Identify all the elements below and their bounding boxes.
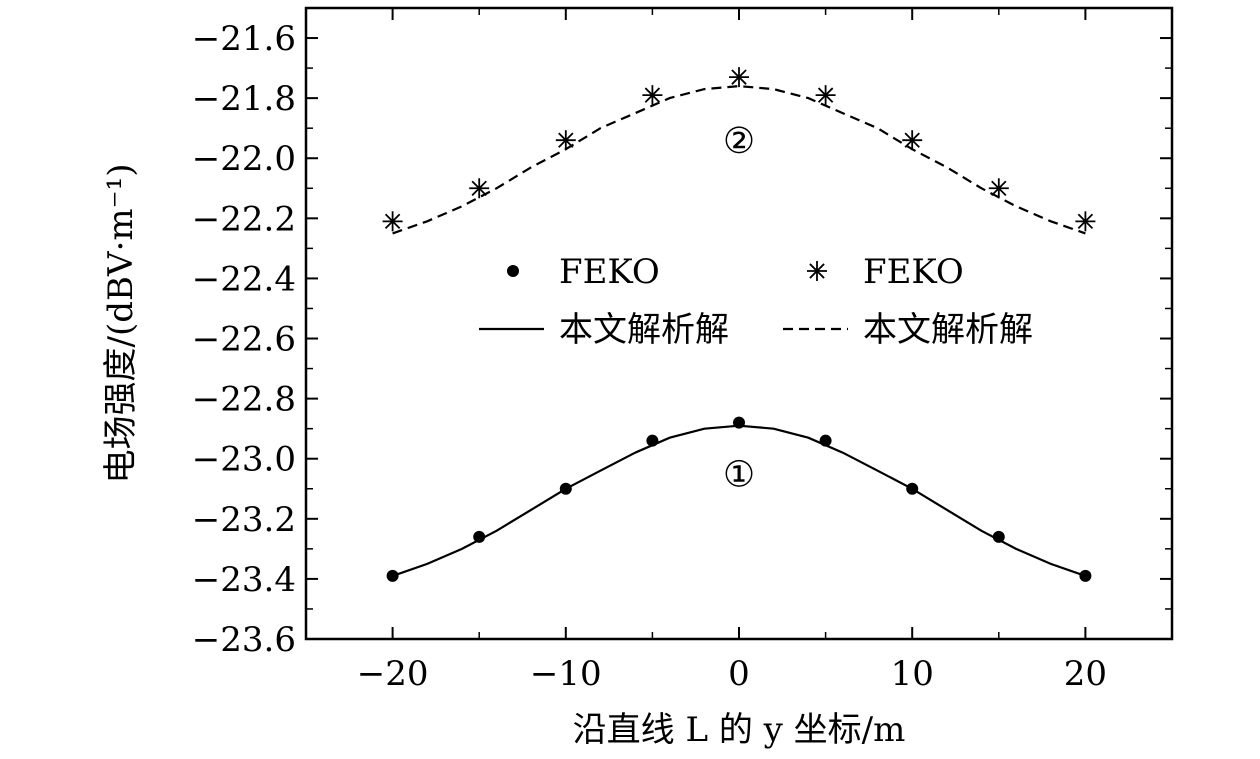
y-tick-label: −22.4	[192, 259, 296, 299]
asterisk-stroke	[644, 87, 661, 103]
y-tick-label: −22.0	[192, 139, 296, 179]
curve-label: ①	[723, 455, 755, 496]
y-tick-label: −21.6	[192, 19, 296, 59]
feko-asterisk-point	[988, 178, 1009, 199]
x-tick-label: 10	[891, 654, 934, 694]
legend-symbol	[807, 261, 827, 281]
feko-asterisk-point	[815, 85, 836, 106]
legend-label: 本文解析解	[863, 310, 1033, 350]
legend-asterisk-marker	[807, 261, 827, 281]
y-tick-label: −22.8	[192, 380, 296, 420]
annotation-layer: ①②	[723, 121, 755, 496]
asterisk-stroke	[809, 263, 825, 279]
feko-asterisk-point	[1075, 211, 1096, 232]
curve-label: ②	[723, 121, 755, 162]
legend-label: 本文解析解	[559, 310, 729, 350]
legend-symbol	[507, 265, 519, 277]
y-tick-label: −23.0	[192, 440, 296, 480]
feko-asterisk-point	[729, 67, 749, 88]
asterisk-stroke	[991, 180, 1007, 196]
x-axis-ticks: −20 −10 0 10 20	[357, 8, 1107, 694]
asterisk-stroke	[471, 180, 487, 196]
x-tick-label: −20	[357, 654, 429, 694]
plot-area: −23.6 −23.4 −23.2 −23.0 −22.8 −22.6 −22.4 −22.2…	[192, 6, 1174, 694]
feko-asterisk-point	[382, 211, 403, 232]
asterisk-stroke	[558, 132, 574, 148]
legend: FEKO FEKO 本文解析解 本文解析解	[479, 252, 1033, 350]
x-tick-label: −10	[530, 654, 602, 694]
x-tick-label: 0	[728, 654, 750, 694]
legend-dot-marker	[507, 265, 519, 277]
legend-label: FEKO	[559, 252, 660, 292]
plot-frame	[304, 6, 1174, 641]
y-tick-label: −23.6	[192, 620, 296, 660]
feko-dot-point	[473, 530, 486, 543]
series-line-3	[392, 84, 1086, 235]
feko-dot-point	[992, 530, 1005, 543]
feko-asterisk-point	[469, 178, 490, 199]
series-line-2	[392, 424, 1086, 577]
y-tick-label: −21.8	[192, 79, 296, 119]
y-tick-label: −22.6	[192, 320, 296, 360]
x-axis-title: 沿直线 L 的 y 坐标/m	[573, 710, 906, 750]
legend-label: FEKO	[863, 252, 964, 292]
asterisk-stroke	[1077, 213, 1094, 230]
y-tick-label: −23.4	[192, 560, 296, 600]
y-axis-ticks: −23.6 −23.4 −23.2 −23.0 −22.8 −22.6 −22.4 −22.2…	[192, 7, 1172, 660]
feko-asterisk-point	[555, 130, 576, 151]
asterisk-stroke	[904, 132, 920, 148]
y-tick-label: −22.2	[192, 199, 296, 239]
y-tick-label: −23.2	[192, 500, 296, 540]
feko-asterisk-point	[902, 130, 923, 151]
asterisk-stroke	[817, 87, 834, 103]
asterisk-stroke	[384, 213, 401, 230]
feko-asterisk-point	[642, 85, 663, 106]
x-tick-label: 20	[1064, 654, 1107, 694]
series-layer	[382, 67, 1096, 582]
asterisk-stroke	[731, 69, 747, 85]
y-axis-title: 电场强度/(dBV·m⁻¹)	[101, 164, 141, 484]
